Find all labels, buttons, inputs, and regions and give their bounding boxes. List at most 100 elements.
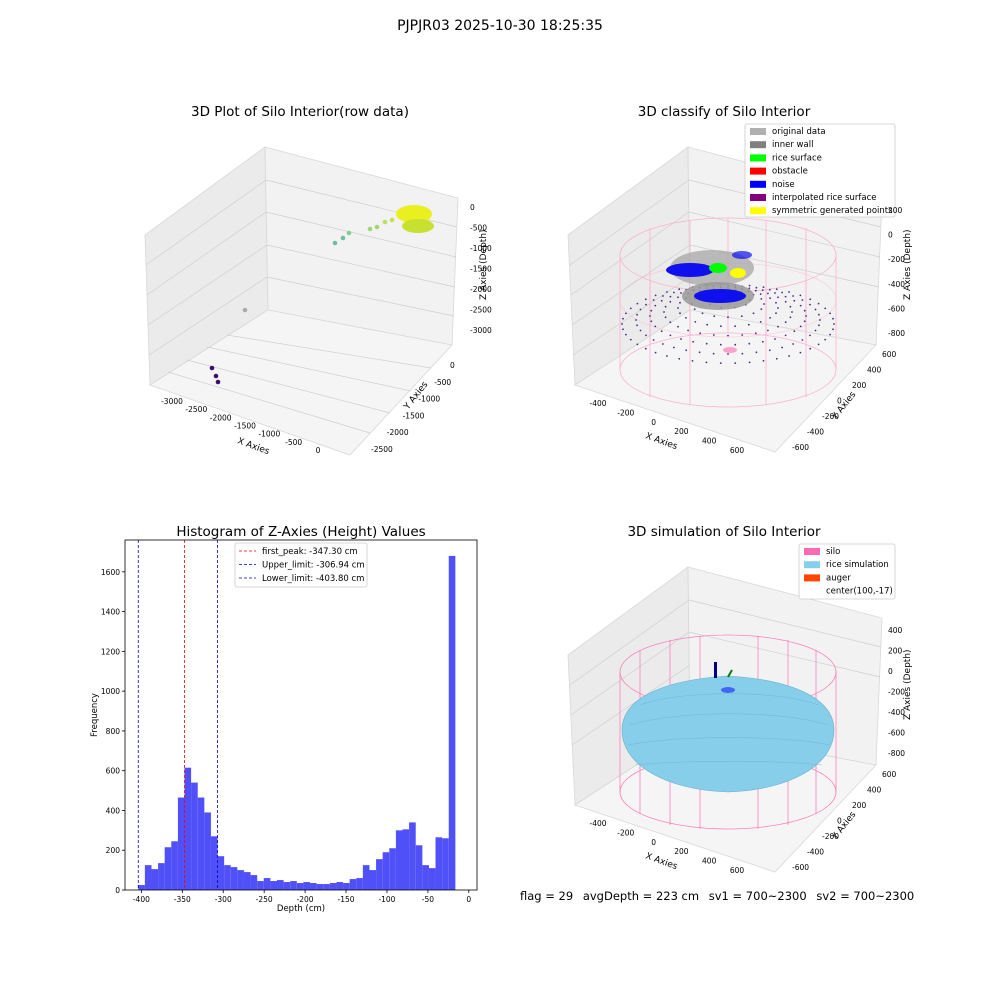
interpolated-point <box>777 325 779 328</box>
interpolated-point <box>679 312 681 315</box>
interpolated-point <box>669 334 672 337</box>
histogram-bar <box>428 868 436 891</box>
z-tick-label: -1000 <box>470 244 492 253</box>
raw-point <box>367 226 373 232</box>
raw-plot-ticks: -3000-2500-2000-1500-1000-50000-500-1000… <box>161 203 492 455</box>
x-tick-label: 0 <box>651 838 656 847</box>
simulation-plot-ticks: -400-20002004006006004002000-200-400-600… <box>589 626 905 875</box>
y-tick-label: 1000 <box>101 687 120 696</box>
histogram-bar <box>138 885 145 890</box>
legend-label: rice simulation <box>826 560 889 570</box>
raw-point <box>382 219 388 225</box>
x-tick-label: -350 <box>174 895 191 904</box>
legend-label: first_peak: -347.30 cm <box>262 547 358 557</box>
x-tick-label: 0 <box>316 446 321 455</box>
interpolated-point <box>754 289 757 292</box>
y-tick-label: -600 <box>792 443 809 452</box>
interpolated-point <box>741 334 744 336</box>
z-tick-label: 400 <box>888 626 903 635</box>
interpolated-point <box>777 307 779 309</box>
y-tick-label: 600 <box>882 350 897 359</box>
interpolated-point <box>644 298 647 301</box>
interpolated-point <box>829 312 831 315</box>
raw-point-cluster <box>396 205 432 223</box>
histogram-bar <box>224 865 231 890</box>
y-tick-label: 0 <box>837 397 842 406</box>
legend-label: Lower_limit: -403.80 cm <box>262 574 364 584</box>
interpolated-point <box>799 294 802 297</box>
histogram-bar <box>402 829 410 890</box>
histogram-bar <box>184 767 192 890</box>
interpolated-point <box>677 325 679 328</box>
interpolated-point <box>660 330 663 333</box>
interpolated-point <box>817 302 820 305</box>
interpolated-point <box>760 298 763 300</box>
legend-label: obstacle <box>772 167 808 177</box>
interpolated-point <box>644 347 647 350</box>
interpolated-point <box>775 357 778 360</box>
histogram-frame <box>124 539 478 891</box>
interpolated-point <box>654 294 657 297</box>
z-tick-label: -400 <box>888 280 905 289</box>
histogram-bar <box>276 880 284 890</box>
legend-swatch <box>750 128 766 135</box>
histogram-bar <box>362 865 370 890</box>
interpolated-point <box>679 301 681 304</box>
interpolated-point <box>636 343 639 346</box>
y-tick-label: 1400 <box>101 608 120 617</box>
sv1-value: sv1 = 700~2300 <box>708 889 807 903</box>
raw-point <box>340 235 346 241</box>
legend-label: Upper_limit: -306.94 cm <box>262 561 365 571</box>
histogram-bar <box>343 883 350 890</box>
interpolated-point <box>829 333 831 336</box>
interpolated-point <box>747 323 750 326</box>
x-tick-label: -250 <box>256 895 273 904</box>
interpolated-point <box>784 300 787 303</box>
interpolated-point <box>774 338 776 340</box>
legend-swatch <box>804 561 820 569</box>
avg-depth-value: avgDepth = 223 cm <box>582 889 700 903</box>
interpolated-point <box>775 288 778 291</box>
y-tick-label: 800 <box>106 727 121 736</box>
interpolated-point <box>792 295 794 297</box>
x-tick-label: -300 <box>215 895 232 904</box>
y-tick-label: -1500 <box>403 411 425 420</box>
histogram-ylabel: Frequency <box>90 693 100 737</box>
histogram-bar <box>329 883 337 890</box>
interpolated-point <box>622 328 624 331</box>
interpolated-point <box>662 295 664 297</box>
interpolated-point <box>768 349 771 352</box>
y-tick-label: 200 <box>852 381 867 390</box>
interpolated-point <box>734 325 736 328</box>
flag-value: flag = 29 <box>520 889 574 903</box>
y-tick-label: 200 <box>852 801 867 810</box>
interpolated-point <box>793 299 796 302</box>
interpolated-point <box>754 332 757 335</box>
y-tick-label: -400 <box>807 848 824 857</box>
histogram-bar <box>257 881 264 890</box>
legend-swatch <box>750 180 766 188</box>
interpolated-point <box>777 296 779 299</box>
interpolated-point <box>752 312 755 315</box>
histogram-bar <box>296 883 304 890</box>
interpolated-point <box>799 351 802 354</box>
x-tick-label: -200 <box>297 895 314 904</box>
histogram-bar <box>283 882 291 890</box>
interpolated-point <box>680 338 682 340</box>
interpolated-point <box>625 333 627 336</box>
histogram-bar <box>171 841 178 890</box>
interpolated-point <box>669 300 672 303</box>
x-tick-label: -2000 <box>210 413 232 422</box>
interpolated-point <box>654 325 657 328</box>
interpolated-point <box>669 295 672 298</box>
interpolated-point <box>809 303 811 306</box>
interpolated-point <box>774 292 776 294</box>
interpolated-point <box>767 329 769 332</box>
interpolated-point <box>719 362 722 364</box>
y-tick-label: -1000 <box>418 395 440 404</box>
interpolated-point <box>784 334 787 337</box>
interpolated-point <box>636 324 638 327</box>
histogram-bar <box>369 870 377 890</box>
interpolated-point <box>636 302 639 305</box>
interpolated-point <box>649 315 651 317</box>
